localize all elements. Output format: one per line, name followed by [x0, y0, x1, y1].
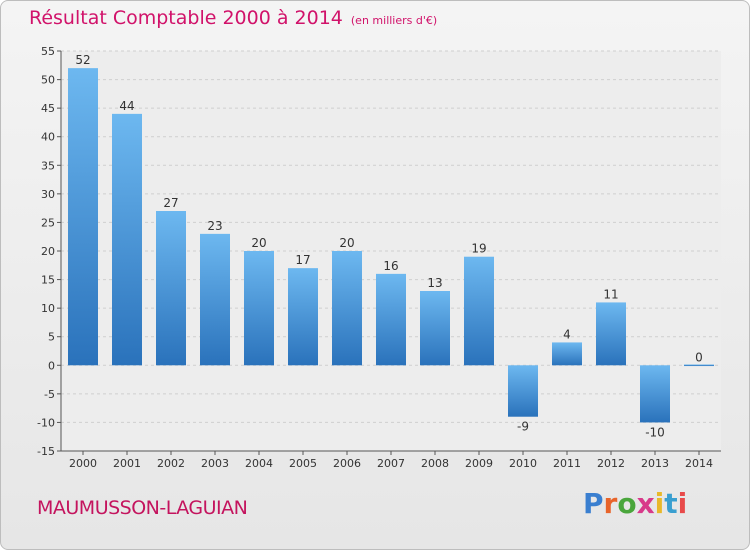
proxiti-logo: Proxiti [583, 487, 687, 520]
bar [200, 233, 230, 366]
data-label: 52 [75, 53, 90, 67]
bar [332, 251, 362, 366]
bar [156, 211, 186, 366]
x-tick-label: 2012 [597, 457, 625, 470]
data-label: 0 [695, 350, 703, 364]
brand-letter: t [664, 487, 678, 520]
x-tick-label: 2007 [377, 457, 405, 470]
bar [420, 291, 450, 366]
x-tick-label: 2010 [509, 457, 537, 470]
brand-letter: i [654, 487, 665, 520]
y-tick-label: -5 [44, 388, 55, 401]
x-tick-label: 2005 [289, 457, 317, 470]
data-label: 11 [603, 287, 618, 301]
bar [112, 113, 142, 366]
data-label: -10 [645, 425, 665, 439]
x-tick-label: 2009 [465, 457, 493, 470]
x-tick-label: 2001 [113, 457, 141, 470]
y-tick-label: 55 [41, 45, 55, 58]
bar [464, 256, 494, 366]
y-tick-label: 25 [41, 216, 55, 229]
x-tick-label: 2000 [69, 457, 97, 470]
bar [68, 68, 98, 366]
data-label: 17 [295, 253, 310, 267]
brand-letter: o [617, 487, 637, 520]
data-label: 16 [383, 259, 398, 273]
y-tick-label: 40 [41, 131, 55, 144]
location-name: MAUMUSSON-LAGUIAN [37, 497, 248, 519]
data-label: 23 [207, 219, 222, 233]
bar [596, 302, 626, 366]
x-tick-label: 2013 [641, 457, 669, 470]
x-tick-label: 2004 [245, 457, 273, 470]
y-tick-label: 45 [41, 102, 55, 115]
brand-letter: r [603, 487, 618, 520]
x-tick-label: 2002 [157, 457, 185, 470]
data-label: 13 [427, 276, 442, 290]
y-tick-label: 50 [41, 74, 55, 87]
chart-title-text: Résultat Comptable 2000 à 2014 [29, 7, 343, 29]
brand-letter: x [636, 487, 655, 520]
data-label: 27 [163, 196, 178, 210]
y-tick-label: 0 [48, 359, 55, 372]
x-tick-label: 2006 [333, 457, 361, 470]
x-tick-label: 2014 [685, 457, 713, 470]
bar [684, 364, 714, 367]
bar [508, 365, 538, 417]
data-label: 20 [339, 236, 354, 250]
y-tick-label: 10 [41, 302, 55, 315]
y-tick-label: -15 [37, 445, 55, 458]
y-tick-label: 30 [41, 188, 55, 201]
chart-subtitle: (en milliers d'€) [350, 14, 438, 27]
y-tick-label: 20 [41, 245, 55, 258]
bar [376, 273, 406, 366]
data-label: 4 [563, 327, 571, 341]
x-tick-label: 2003 [201, 457, 229, 470]
bar [288, 268, 318, 366]
data-label: 19 [471, 242, 486, 256]
bar [640, 365, 670, 423]
bar [552, 342, 582, 366]
brand-letter: i [677, 487, 688, 520]
data-label: 20 [251, 236, 266, 250]
bar [244, 251, 274, 366]
x-tick-label: 2008 [421, 457, 449, 470]
data-label: -9 [517, 420, 529, 434]
brand-letter: P [583, 487, 604, 520]
x-tick-label: 2011 [553, 457, 581, 470]
y-tick-label: 35 [41, 159, 55, 172]
y-tick-label: 5 [48, 331, 55, 344]
y-tick-label: 15 [41, 274, 55, 287]
chart-title: Résultat Comptable 2000 à 2014 (en millie… [29, 7, 437, 29]
data-label: 44 [119, 99, 134, 113]
y-tick-label: -10 [37, 416, 55, 429]
